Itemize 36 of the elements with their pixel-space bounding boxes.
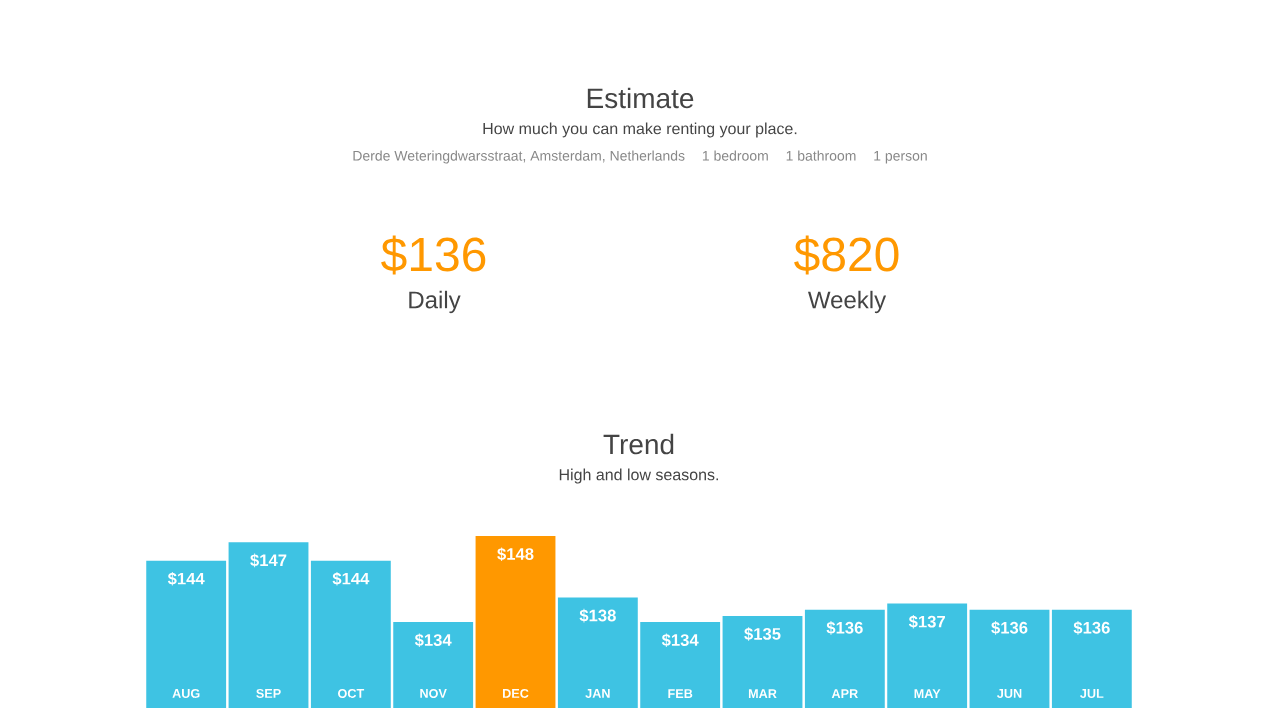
data-label: $138	[579, 608, 616, 623]
text: 1 person	[874, 150, 927, 164]
category-label: APR	[831, 689, 858, 698]
text: Estimate	[587, 87, 694, 109]
category-label: JAN	[585, 689, 610, 698]
text: $136	[381, 235, 486, 275]
category-label: OCT	[338, 688, 365, 698]
category-label: JUN	[997, 689, 1022, 698]
category-label: NOV	[420, 688, 447, 698]
text: Weekly	[807, 290, 887, 314]
data-label: $135	[744, 627, 781, 641]
category-label: JUL	[1080, 689, 1104, 698]
category-label: MAY	[914, 689, 941, 698]
data-label: $147	[250, 553, 287, 568]
chart-title: Trend	[603, 433, 674, 455]
category-label: AUG	[172, 688, 200, 698]
chart-subtitle: High and low seasons.	[559, 468, 718, 484]
text: 1 bedroom	[702, 150, 768, 161]
text: Derde Weteringdwarsstraat, Amsterdam, Netherlands	[353, 150, 685, 164]
text: 1 bathroom	[786, 150, 856, 161]
category-label: DEC	[503, 688, 529, 698]
data-label: $137	[908, 614, 945, 629]
data-label: $144	[332, 572, 370, 586]
data-label: $136	[991, 621, 1028, 635]
data-label: $134	[414, 633, 452, 648]
data-label: $136	[1073, 621, 1110, 635]
category-label: FEB	[668, 689, 693, 698]
data-label: $148	[497, 547, 534, 562]
category-label: SEP	[256, 688, 281, 698]
data-label: $136	[826, 621, 863, 635]
text: Daily	[409, 290, 461, 314]
category-label: MAR	[748, 689, 777, 698]
data-label: $134	[661, 633, 699, 648]
data-label: $144	[167, 572, 205, 586]
text: How much you can make renting your place.	[483, 122, 797, 138]
text: $820	[794, 235, 899, 275]
